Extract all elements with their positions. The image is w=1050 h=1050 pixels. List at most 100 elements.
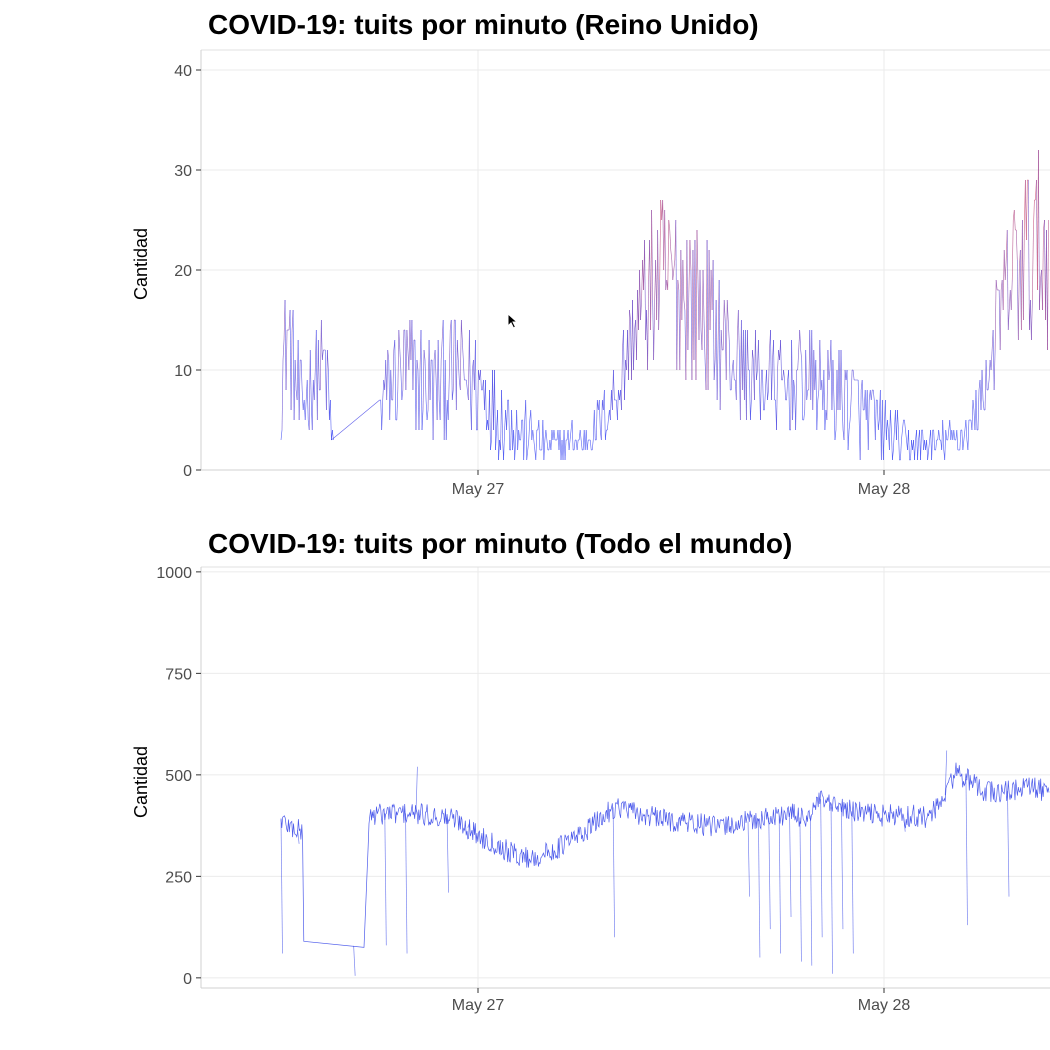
uk-series-segment — [628, 309, 630, 381]
uk-series-segment — [927, 449, 929, 461]
uk-series-segment — [1025, 179, 1027, 241]
uk-series-segment — [880, 399, 883, 461]
uk-series-segment — [380, 399, 383, 431]
uk-series-segment — [911, 439, 913, 451]
uk-series-segment — [544, 429, 547, 441]
uk-series-segment — [812, 349, 815, 411]
uk-series-segment — [707, 249, 710, 391]
uk-series-segment — [1006, 229, 1009, 331]
uk-series-segment — [644, 239, 646, 341]
world-series-spike — [297, 830, 300, 844]
uk-series-segment — [900, 439, 902, 461]
uk-series-segment — [682, 259, 685, 301]
uk-series-segment — [708, 249, 711, 331]
uk-series-segment — [1011, 219, 1014, 281]
uk-series-segment — [971, 399, 974, 431]
uk-series-segment — [593, 409, 596, 441]
uk-series-segment — [451, 389, 454, 401]
world-series-spike — [1007, 791, 1010, 897]
uk-series-segment — [703, 319, 706, 361]
uk-series-segment — [792, 379, 794, 421]
uk-series-segment — [297, 339, 300, 421]
uk-series-segment — [432, 359, 435, 441]
uk-series-segment — [985, 359, 988, 391]
uk-series-segment — [325, 349, 327, 411]
uk-series-segment — [984, 359, 987, 411]
uk-series-segment — [904, 419, 906, 431]
uk-series-segment — [300, 359, 303, 391]
uk-series-segment — [783, 369, 785, 381]
uk-series-segment — [427, 339, 430, 411]
uk-series-segment — [673, 259, 676, 271]
world-series-spike — [280, 819, 283, 954]
uk-series-segment — [439, 359, 442, 421]
uk-series-segment — [650, 209, 652, 331]
uk-series-segment — [459, 319, 462, 391]
uk-series-segment — [756, 369, 758, 381]
uk-series-segment — [688, 239, 691, 291]
world-series-spike — [758, 819, 761, 958]
uk-series-segment — [810, 329, 813, 401]
uk-series-segment — [992, 329, 995, 391]
uk-series-segment — [532, 429, 535, 441]
uk-series-segment — [538, 419, 541, 451]
uk-series-segment — [1004, 259, 1007, 281]
uk-series-segment — [922, 429, 924, 451]
uk-series-segment — [771, 359, 773, 401]
uk-series-segment — [389, 369, 392, 421]
uk-series-segment — [901, 429, 903, 441]
uk-series-segment — [816, 399, 819, 431]
uk-series-segment — [877, 419, 880, 431]
uk-series-segment — [803, 409, 806, 421]
uk-series-segment — [1032, 229, 1034, 301]
uk-series-segment — [720, 329, 723, 351]
uk-series-segment — [693, 239, 696, 361]
uk-series-segment — [696, 229, 699, 281]
uk-series-segment — [659, 199, 662, 281]
uk-series-segment — [697, 279, 700, 341]
uk-series-segment — [728, 339, 731, 391]
uk-series-segment — [716, 339, 719, 401]
uk-series-segment — [806, 389, 809, 401]
uk-series-segment — [399, 349, 402, 371]
uk-series-segment — [311, 379, 314, 431]
uk-series-segment — [440, 339, 443, 361]
uk-series-segment — [718, 279, 721, 411]
uk-series-segment — [443, 359, 446, 441]
uk-series-segment — [750, 399, 752, 421]
uk-series-segment — [876, 399, 879, 431]
uk-series-segment — [623, 329, 625, 401]
uk-series-segment — [722, 299, 725, 351]
uk-series-segment — [388, 359, 391, 421]
uk-series-segment — [680, 249, 683, 321]
uk-series-segment — [824, 409, 827, 431]
uk-series-segment — [457, 359, 460, 381]
uk-series-segment — [656, 229, 658, 321]
uk-series-segment — [522, 419, 525, 461]
uk-series-segment — [773, 339, 775, 401]
uk-series-segment — [442, 319, 445, 441]
uk-series-segment — [527, 439, 530, 451]
uk-series-segment — [424, 359, 427, 401]
uk-series-segment — [400, 369, 403, 401]
uk-series-segment — [483, 379, 485, 411]
uk-series-segment — [1038, 149, 1040, 311]
uk-series-segment — [448, 329, 451, 381]
uk-series-segment — [306, 379, 309, 421]
uk-series-segment — [784, 379, 786, 401]
uk-series-segment — [926, 439, 928, 461]
uk-series-segment — [804, 349, 807, 411]
uk-series-segment — [586, 439, 589, 451]
uk-series-segment — [551, 429, 554, 441]
uk-series-segment — [671, 259, 674, 281]
uk-series-segment — [330, 399, 332, 441]
uk-series-segment — [431, 359, 434, 441]
world-y-tick-label: 500 — [165, 768, 192, 785]
uk-series-segment — [864, 389, 867, 421]
uk-series-segment — [941, 419, 944, 451]
uk-series-segment — [653, 299, 655, 361]
uk-series-segment — [987, 379, 990, 391]
uk-series-segment — [819, 339, 822, 391]
uk-series-segment — [944, 429, 947, 461]
uk-series-segment — [843, 369, 846, 441]
